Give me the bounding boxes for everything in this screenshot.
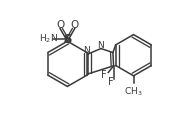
Text: S: S (63, 33, 72, 46)
Text: H$_2$N: H$_2$N (39, 33, 58, 45)
Text: F: F (102, 70, 107, 80)
Text: N: N (97, 41, 104, 50)
Text: N: N (84, 46, 90, 55)
Text: O: O (56, 20, 64, 30)
Text: CH$_3$: CH$_3$ (124, 85, 143, 98)
Text: F: F (108, 77, 114, 87)
Text: O: O (70, 20, 79, 30)
